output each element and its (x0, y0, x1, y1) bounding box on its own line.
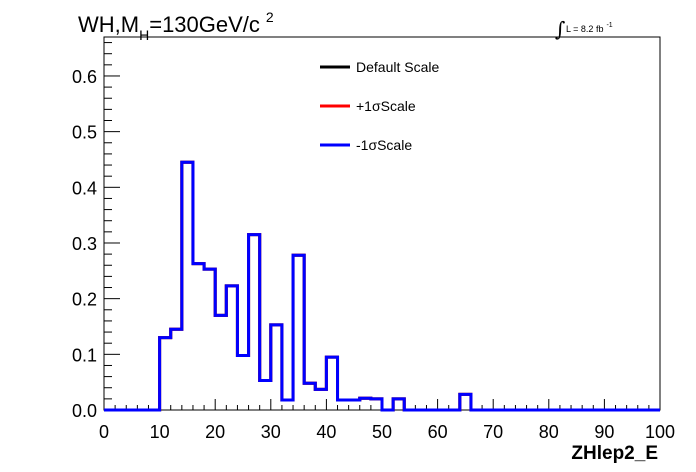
y-tick-label: 0.5 (72, 123, 97, 143)
x-tick-label: 50 (372, 422, 392, 442)
title-prefix: WH,M (78, 12, 139, 37)
histogram-series-0 (104, 160, 660, 412)
integral-sign: ∫ (555, 17, 565, 41)
legend-label-default: Default Scale (356, 59, 439, 75)
luminosity-superscript: -1 (606, 22, 612, 29)
x-tick-label: 100 (645, 422, 675, 442)
y-tick-label: 0.4 (72, 178, 97, 198)
title-subscript: H (139, 27, 149, 43)
x-axis-label: ZHlep2_E (571, 443, 658, 464)
x-tick-label: 0 (99, 422, 109, 442)
y-tick-label: 0.0 (72, 401, 97, 421)
x-tick-label: 10 (150, 422, 170, 442)
luminosity-label: L = 8.2 fb -1 (566, 22, 613, 34)
x-tick-label: 70 (483, 422, 503, 442)
histogram-series-1 (104, 160, 660, 412)
series-layer (104, 160, 660, 412)
plot-frame (103, 36, 661, 411)
x-tick-label: 90 (594, 422, 614, 442)
x-tick-label: 80 (539, 422, 559, 442)
x-tick-label: 30 (261, 422, 281, 442)
title-suffix: =130GeV/c (149, 12, 260, 37)
histogram-series-2 (104, 160, 660, 412)
y-tick-label: 0.3 (72, 234, 97, 254)
legend-label-minus1sigma: -1σScale (356, 137, 412, 153)
x-tick-label: 40 (316, 422, 336, 442)
y-tick-label: 0.2 (72, 290, 97, 310)
luminosity-text: L = 8.2 fb (566, 24, 603, 34)
chart-title: WH,MH=130GeV/c 2 (78, 9, 274, 43)
y-tick-label: 0.6 (72, 67, 97, 87)
legend-label-plus1sigma: +1σScale (356, 98, 416, 114)
y-tick-label: 0.1 (72, 345, 97, 365)
title-superscript: 2 (266, 9, 274, 25)
x-tick-label: 20 (205, 422, 225, 442)
axis-tick-labels: 0 10 20 30 40 50 60 70 80 90 100 0.0 0.1 0.2 0.3 0.4 0.5… (72, 67, 675, 442)
legend: Default Scale +1σScale -1σScale (320, 59, 439, 153)
x-tick-label: 60 (428, 422, 448, 442)
